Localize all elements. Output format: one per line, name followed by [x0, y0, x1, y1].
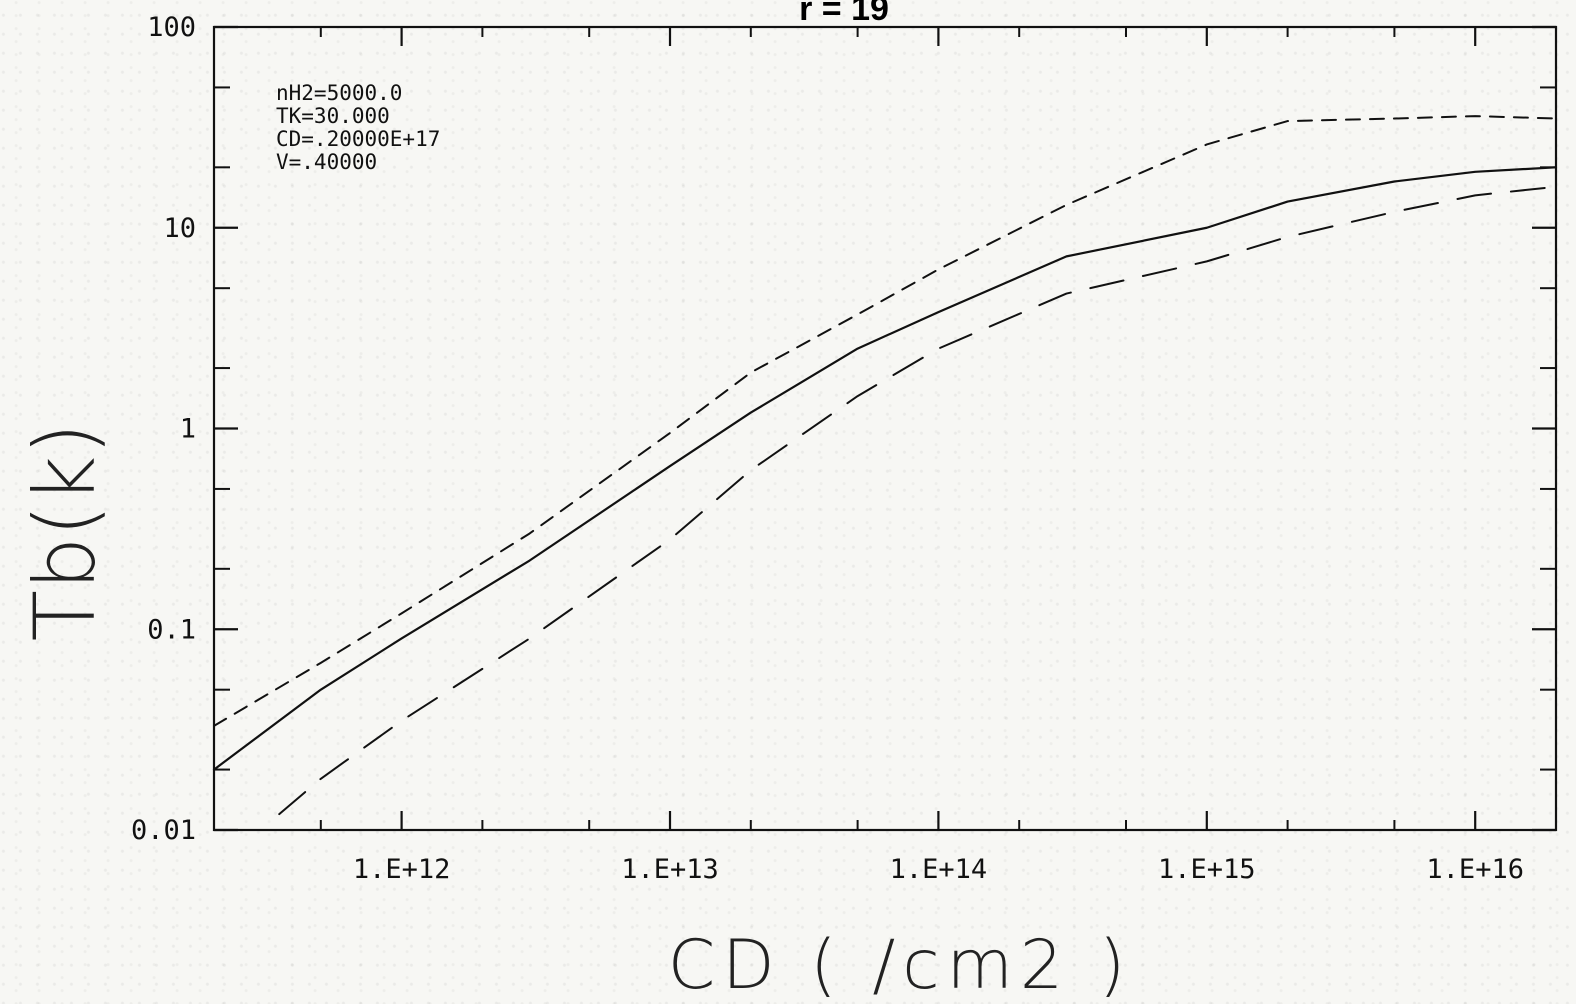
parameter-tk: TK=30.000 — [276, 104, 390, 128]
series-line-1 — [213, 115, 1557, 727]
chart-title-group: r = 19 — [799, 0, 889, 28]
tick-marks — [214, 25, 1556, 832]
x-tick-label: 1.E+16 — [1426, 854, 1524, 885]
model-parameters: nH2=5000.0 TK=30.000 CD=.20000E+17 V=.40… — [276, 81, 440, 174]
x-tick-label: 1.E+12 — [353, 854, 451, 885]
chart-title: r = 19 — [799, 0, 889, 28]
y-tick-label: 100 — [147, 12, 196, 43]
series-line-3 — [278, 185, 1557, 816]
parameter-v: V=.40000 — [276, 150, 377, 174]
x-tick-label: 1.E+14 — [890, 854, 988, 885]
y-tick-label: 0.01 — [131, 815, 196, 846]
x-tick-label: 1.E+13 — [621, 854, 719, 885]
series-line-2 — [212, 166, 1558, 771]
y-tick-label: 1 — [180, 414, 196, 445]
y-tick-label: 10 — [163, 213, 196, 244]
y-tick-label: 0.1 — [147, 614, 196, 645]
x-tick-label: 1.E+15 — [1158, 854, 1256, 885]
y-axis-label: Tb(k) — [16, 423, 114, 642]
parameter-nh2: nH2=5000.0 — [276, 81, 402, 105]
data-series — [212, 115, 1558, 816]
x-axis-label: CD ( /cm2 ) — [668, 926, 1133, 1004]
parameter-cd: CD=.20000E+17 — [276, 127, 440, 151]
tick-labels: 1.E+12 1.E+13 1.E+14 1.E+15 1.E+16 0.01 0.1 1 10… — [131, 12, 1524, 885]
